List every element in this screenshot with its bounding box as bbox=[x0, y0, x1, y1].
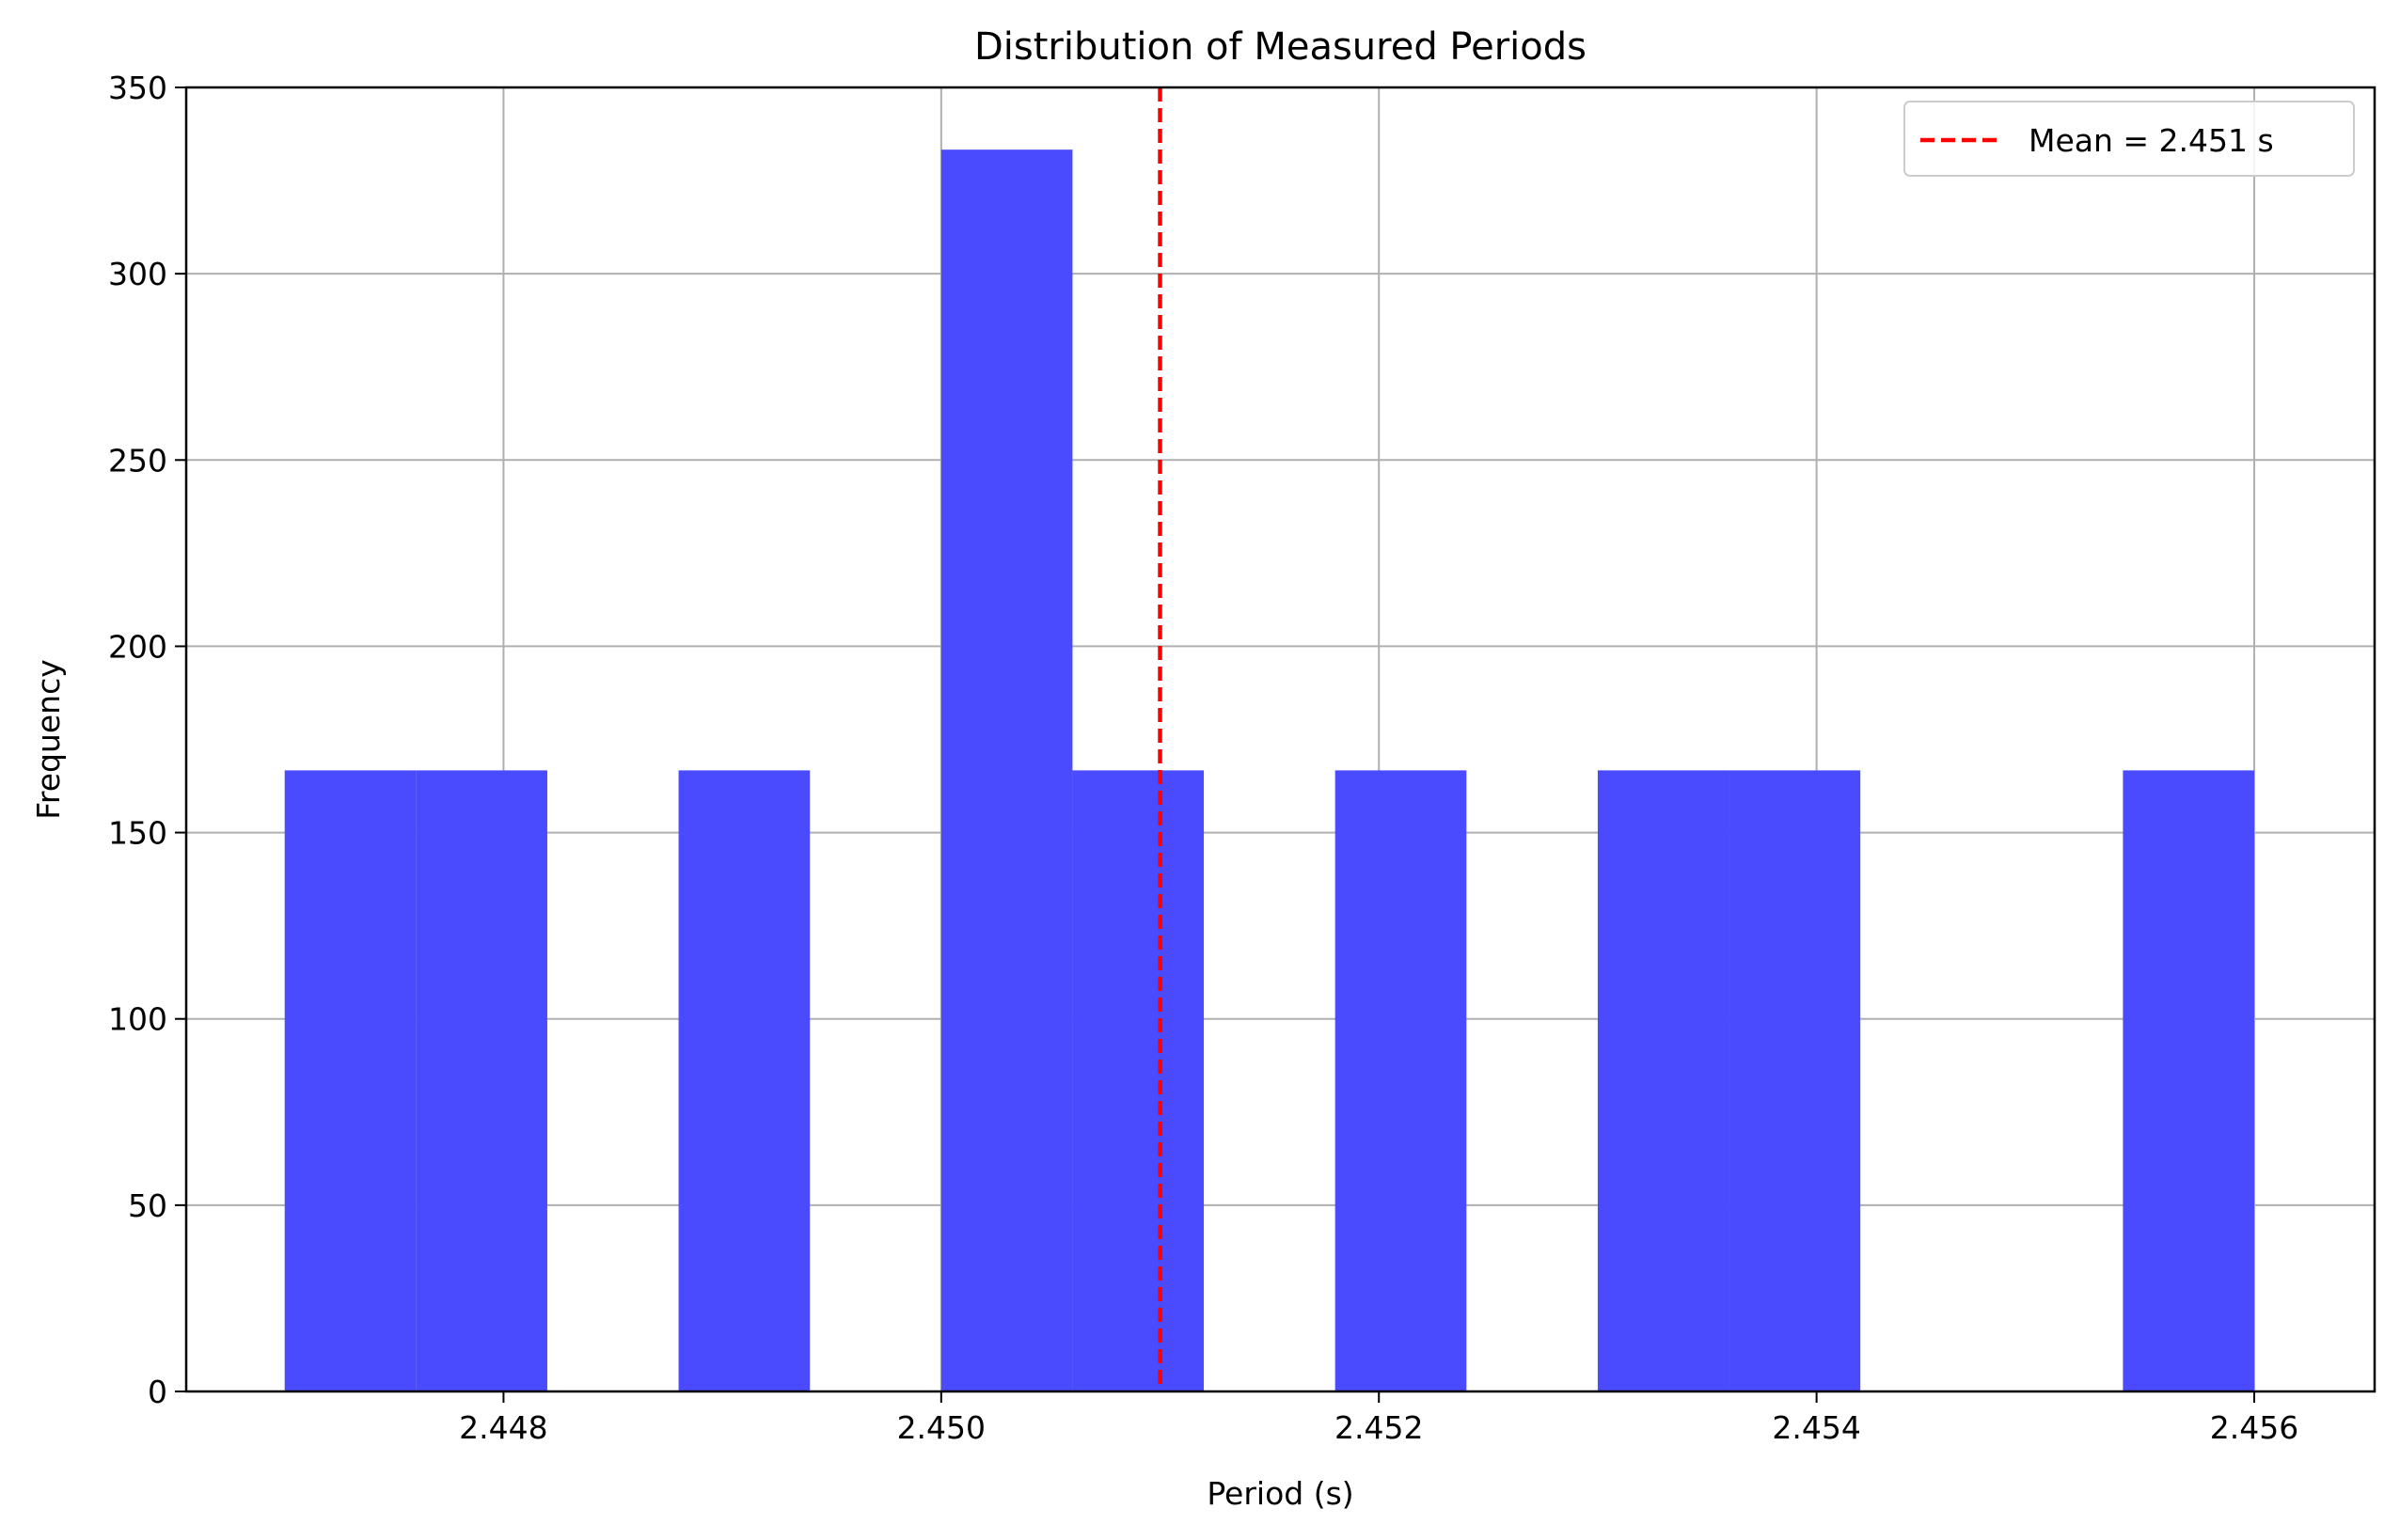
y-tick-label: 250 bbox=[108, 442, 167, 479]
histogram-bar bbox=[2123, 770, 2255, 1391]
histogram-bar bbox=[678, 770, 811, 1391]
histogram-bar bbox=[1334, 770, 1467, 1391]
y-tick-label: 300 bbox=[108, 256, 167, 292]
plot-frame bbox=[184, 86, 2376, 1393]
x-tick-label: 2.452 bbox=[1334, 1409, 1423, 1446]
x-tick-label: 2.454 bbox=[1772, 1409, 1860, 1446]
y-tick-label: 200 bbox=[108, 628, 167, 665]
histogram-bar bbox=[1729, 770, 1861, 1391]
legend: Mean = 2.451 s bbox=[1903, 101, 2355, 177]
y-axis-ticks: 0 50 100 150 200 250 300 350 bbox=[108, 70, 186, 1410]
x-axis-label: Period (s) bbox=[1207, 1475, 1353, 1512]
y-tick-label: 350 bbox=[108, 70, 167, 106]
histogram-bar bbox=[1072, 770, 1205, 1391]
y-tick-label: 150 bbox=[108, 815, 167, 852]
grid-lines bbox=[186, 86, 2375, 1392]
legend-box bbox=[1903, 101, 2355, 177]
histogram-bar bbox=[1597, 770, 1729, 1391]
y-axis-label: Frequency bbox=[30, 659, 67, 819]
chart-title: Distribution of Measured Periods bbox=[974, 25, 1587, 69]
x-tick-label: 2.450 bbox=[897, 1409, 986, 1446]
y-tick-label: 100 bbox=[108, 1001, 167, 1038]
legend-mean-label: Mean = 2.451 s bbox=[2029, 122, 2274, 159]
histogram-bar bbox=[284, 770, 417, 1391]
y-tick-label: 0 bbox=[148, 1374, 167, 1410]
x-tick-label: 2.456 bbox=[2210, 1409, 2298, 1446]
histogram-bar bbox=[940, 149, 1073, 1392]
y-tick-label: 50 bbox=[128, 1187, 167, 1224]
x-tick-label: 2.448 bbox=[459, 1409, 547, 1446]
histogram-bars bbox=[284, 149, 2255, 1392]
histogram-bar bbox=[416, 770, 547, 1391]
x-axis-ticks: 2.448 2.450 2.452 2.454 2.456 bbox=[459, 1391, 2298, 1446]
